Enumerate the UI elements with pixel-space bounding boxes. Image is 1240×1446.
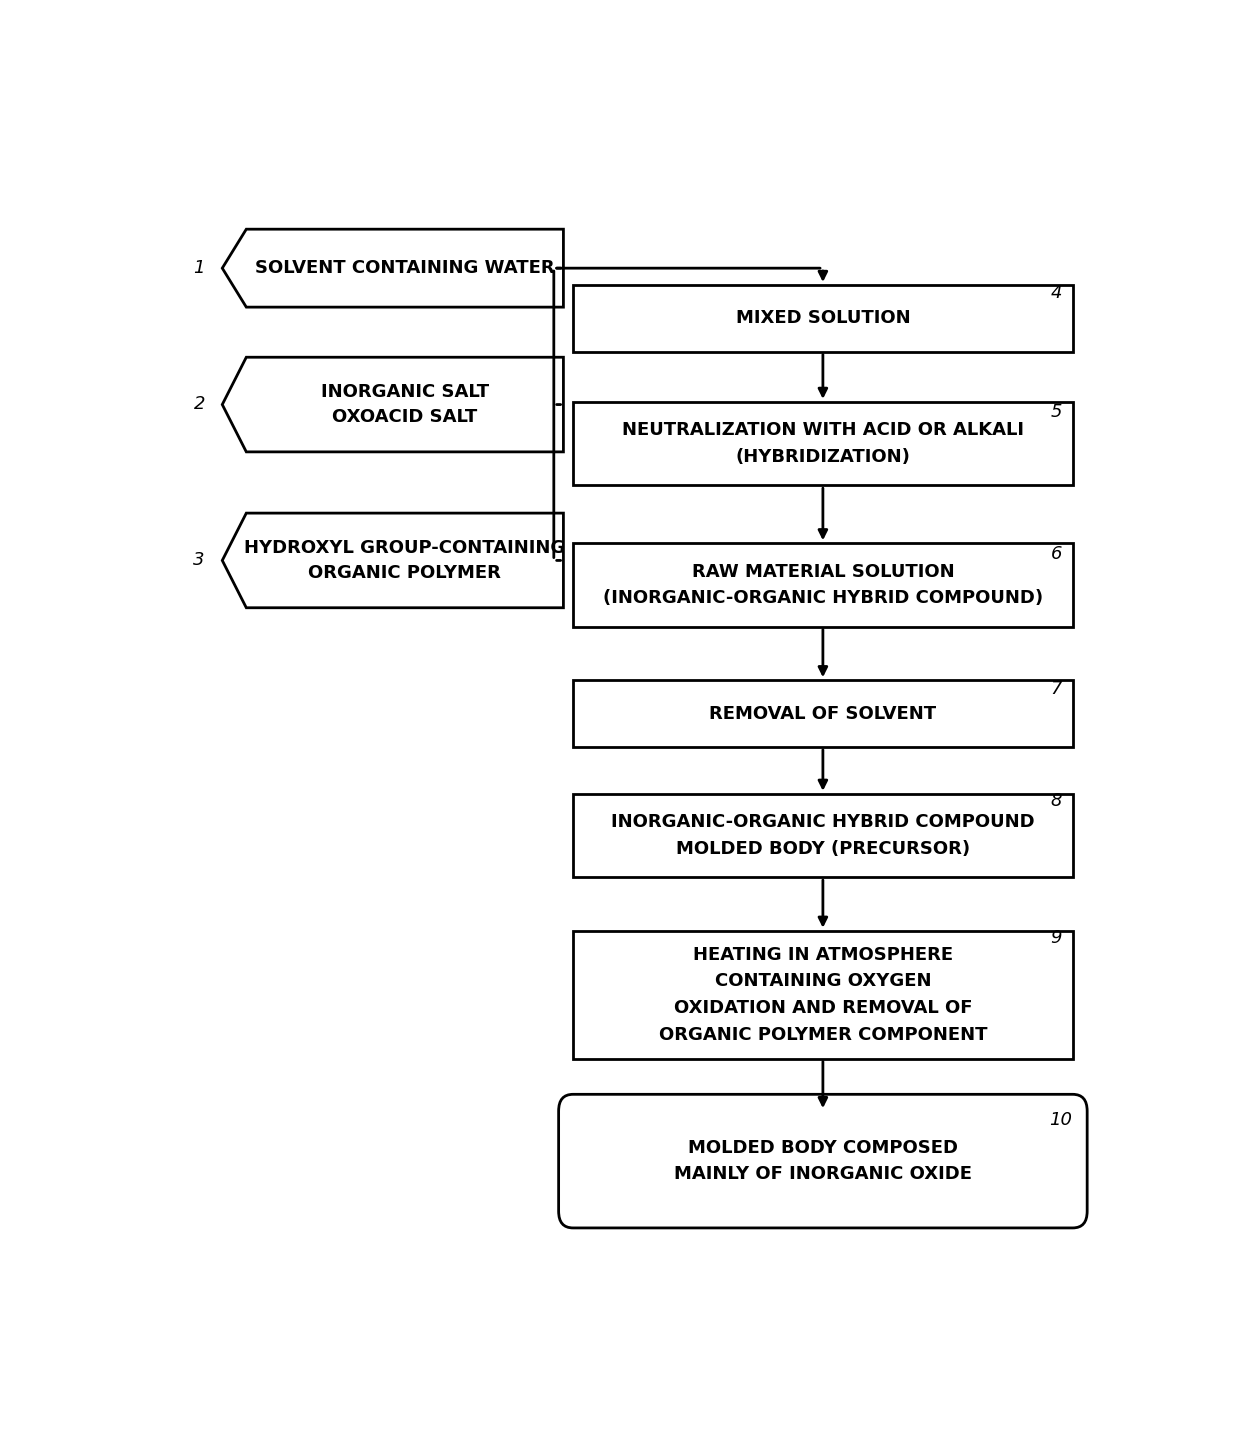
Text: CONTAINING OXYGEN: CONTAINING OXYGEN <box>714 972 931 991</box>
Text: HYDROXYL GROUP-CONTAINING: HYDROXYL GROUP-CONTAINING <box>244 539 565 557</box>
Text: 5: 5 <box>1050 403 1063 421</box>
Text: 7: 7 <box>1050 680 1063 698</box>
Polygon shape <box>222 228 563 307</box>
Text: 6: 6 <box>1050 545 1063 564</box>
Text: OXOACID SALT: OXOACID SALT <box>332 408 477 425</box>
FancyBboxPatch shape <box>573 931 1073 1058</box>
Text: RAW MATERIAL SOLUTION: RAW MATERIAL SOLUTION <box>692 562 955 580</box>
Text: 2: 2 <box>193 395 205 414</box>
Text: (HYBRIDIZATION): (HYBRIDIZATION) <box>735 448 910 466</box>
Text: MIXED SOLUTION: MIXED SOLUTION <box>735 309 910 327</box>
Text: 1: 1 <box>193 259 205 278</box>
FancyBboxPatch shape <box>573 402 1073 486</box>
Text: 9: 9 <box>1050 930 1063 947</box>
Text: 8: 8 <box>1050 792 1063 811</box>
Text: REMOVAL OF SOLVENT: REMOVAL OF SOLVENT <box>709 704 936 723</box>
FancyBboxPatch shape <box>573 680 1073 748</box>
Text: ORGANIC POLYMER COMPONENT: ORGANIC POLYMER COMPONENT <box>658 1025 987 1044</box>
Text: SOLVENT CONTAINING WATER: SOLVENT CONTAINING WATER <box>255 259 554 278</box>
Text: MOLDED BODY (PRECURSOR): MOLDED BODY (PRECURSOR) <box>676 840 970 857</box>
FancyBboxPatch shape <box>558 1095 1087 1228</box>
Text: ORGANIC POLYMER: ORGANIC POLYMER <box>309 564 501 581</box>
Text: MOLDED BODY COMPOSED: MOLDED BODY COMPOSED <box>688 1139 957 1157</box>
Text: INORGANIC-ORGANIC HYBRID COMPOUND: INORGANIC-ORGANIC HYBRID COMPOUND <box>611 813 1034 831</box>
Polygon shape <box>222 513 563 607</box>
Text: (INORGANIC-ORGANIC HYBRID COMPOUND): (INORGANIC-ORGANIC HYBRID COMPOUND) <box>603 590 1043 607</box>
FancyBboxPatch shape <box>573 544 1073 626</box>
FancyBboxPatch shape <box>573 794 1073 878</box>
Text: NEUTRALIZATION WITH ACID OR ALKALI: NEUTRALIZATION WITH ACID OR ALKALI <box>622 421 1024 440</box>
Polygon shape <box>222 357 563 451</box>
Text: INORGANIC SALT: INORGANIC SALT <box>321 383 489 402</box>
Text: HEATING IN ATMOSPHERE: HEATING IN ATMOSPHERE <box>693 946 954 963</box>
Text: 10: 10 <box>1049 1111 1071 1129</box>
FancyBboxPatch shape <box>573 285 1073 351</box>
Text: OXIDATION AND REMOVAL OF: OXIDATION AND REMOVAL OF <box>673 999 972 1017</box>
Text: 3: 3 <box>193 551 205 568</box>
Text: MAINLY OF INORGANIC OXIDE: MAINLY OF INORGANIC OXIDE <box>673 1165 972 1183</box>
Text: 4: 4 <box>1050 283 1063 302</box>
